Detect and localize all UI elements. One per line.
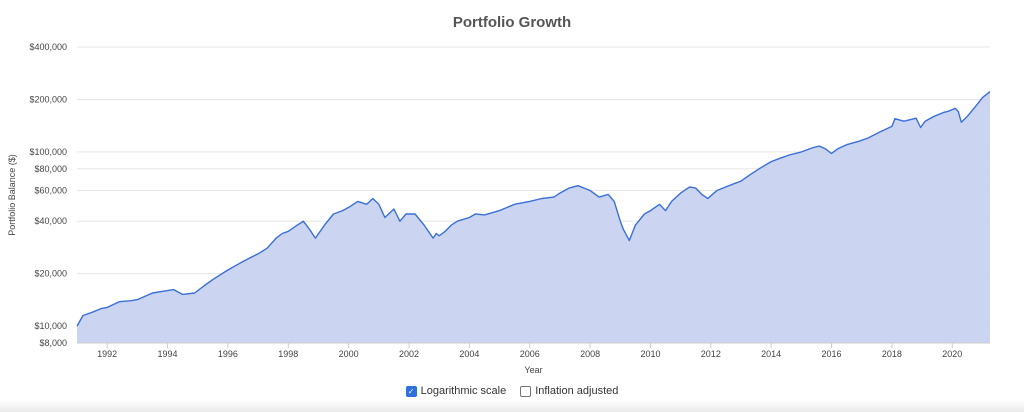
y-tick-label: $20,000 [34, 269, 67, 279]
y-tick-label: $60,000 [34, 186, 67, 196]
x-axis-label: Year [524, 365, 542, 375]
y-tick-label: $10,000 [34, 321, 67, 331]
x-tick-label: 1998 [278, 349, 298, 359]
x-tick-label: 1996 [218, 349, 238, 359]
x-tick-label: 2020 [942, 349, 962, 359]
y-tick-label: $200,000 [29, 94, 67, 104]
x-tick-label: 2006 [520, 349, 540, 359]
log-scale-toggle[interactable]: ✓ Logarithmic scale [405, 385, 507, 397]
y-axis: $8,000 $10,000 $20,000 $40,000 $60,000 $80,00… [29, 42, 67, 348]
log-scale-label: Logarithmic scale [420, 385, 507, 397]
x-tick-label: 2014 [761, 349, 781, 359]
inflation-toggle[interactable]: Inflation adjusted [520, 385, 618, 397]
portfolio-growth-chart: $8,000 $10,000 $20,000 $40,000 $60,000 $80,00… [7, 42, 991, 375]
y-tick-label: $100,000 [29, 147, 67, 157]
x-tick-label: 2000 [339, 349, 359, 359]
bottom-shadow [0, 400, 1024, 412]
inflation-checkbox[interactable] [520, 385, 532, 397]
log-scale-checkbox[interactable]: ✓ [405, 385, 417, 397]
x-axis: 1992 1994 1996 1998 2000 2002 2004 2006 2008 2010… [97, 343, 962, 359]
portfolio-line [76, 91, 991, 327]
y-axis-label: Portfolio Balance ($) [7, 154, 17, 236]
y-tick-label: $80,000 [34, 164, 67, 174]
inflation-label: Inflation adjusted [535, 385, 619, 397]
x-tick-label: 2008 [580, 349, 600, 359]
x-tick-label: 1992 [97, 349, 117, 359]
x-tick-label: 2004 [459, 349, 479, 359]
x-tick-label: 2010 [640, 349, 660, 359]
portfolio-area [77, 91, 990, 343]
x-tick-label: 2002 [399, 349, 419, 359]
chart-title: Portfolio Growth [452, 14, 572, 31]
x-tick-label: 2012 [701, 349, 721, 359]
y-tick-label: $400,000 [29, 42, 67, 52]
x-tick-label: 2016 [822, 349, 842, 359]
x-tick-label: 2018 [882, 349, 902, 359]
x-tick-label: 1994 [158, 349, 178, 359]
y-tick-label: $40,000 [34, 216, 67, 226]
y-tick-label: $8,000 [39, 338, 67, 348]
chart-options: ✓ Logarithmic scale Inflation adjusted [0, 385, 1024, 397]
